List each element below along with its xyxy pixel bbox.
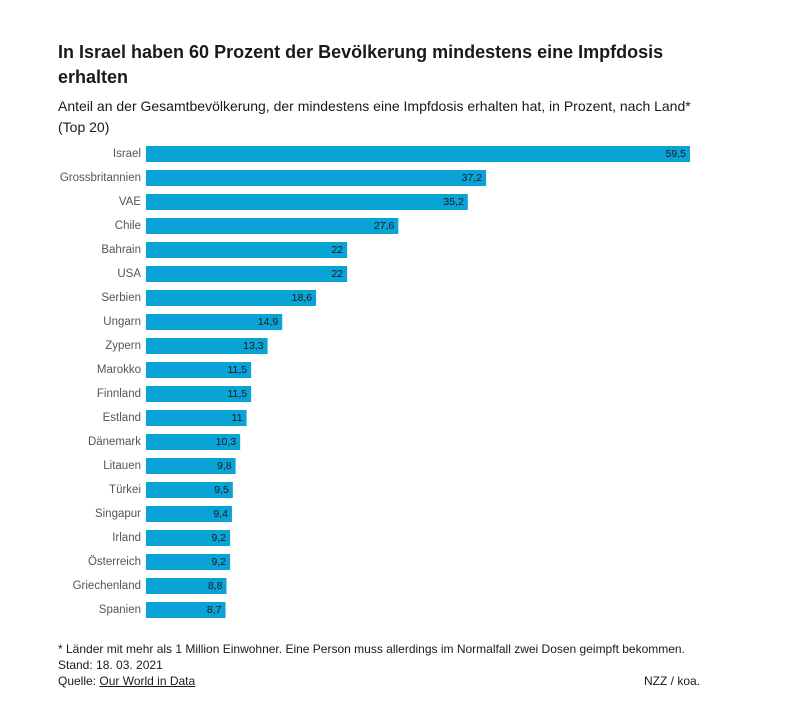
- category-label: Irland: [112, 532, 141, 544]
- bar[interactable]: [146, 386, 252, 402]
- value-label: 11,5: [227, 388, 247, 400]
- category-label: Litauen: [103, 460, 141, 472]
- value-label: 11,5: [227, 364, 247, 376]
- bar[interactable]: [146, 266, 348, 282]
- category-label: Chile: [115, 220, 141, 232]
- value-label: 9,4: [213, 508, 228, 520]
- bar[interactable]: [146, 314, 283, 330]
- value-label: 22: [331, 268, 343, 280]
- bar[interactable]: [146, 410, 247, 426]
- source-prefix: Quelle:: [58, 674, 97, 688]
- chart-title: In Israel haben 60 Prozent der Bevölkeru…: [58, 42, 664, 87]
- category-label: Serbien: [101, 292, 141, 304]
- bar[interactable]: [146, 434, 241, 450]
- credit-text: NZZ / koa.: [643, 674, 700, 688]
- bar[interactable]: [146, 602, 226, 618]
- bar[interactable]: [146, 554, 231, 570]
- category-label: Ungarn: [103, 316, 141, 328]
- bar[interactable]: [146, 506, 232, 522]
- category-label: Österreich: [88, 556, 141, 568]
- bar[interactable]: [146, 362, 252, 378]
- category-label: Spanien: [99, 604, 141, 616]
- category-label: Marokko: [97, 364, 141, 376]
- value-label: 8,7: [207, 604, 222, 616]
- category-label: Grossbritannien: [60, 172, 141, 184]
- category-label: Türkei: [109, 484, 141, 496]
- value-label: 22: [331, 244, 343, 256]
- bar[interactable]: [146, 290, 317, 306]
- category-label: Griechenland: [73, 580, 141, 592]
- value-label: 13,3: [243, 340, 264, 352]
- category-label: Dänemark: [88, 436, 141, 448]
- source-row: Quelle: Our World in Data NZZ / koa.: [58, 673, 700, 689]
- value-label: 35,2: [443, 196, 464, 208]
- category-label: Estland: [103, 412, 141, 424]
- category-label: Bahrain: [101, 244, 141, 256]
- bar[interactable]: [146, 170, 487, 186]
- bar[interactable]: [146, 146, 690, 162]
- bar[interactable]: [146, 458, 236, 474]
- bar[interactable]: [146, 338, 268, 354]
- value-label: 9,5: [214, 484, 229, 496]
- value-label: 11: [232, 412, 243, 424]
- value-label: 27,6: [374, 220, 395, 232]
- chart-subtitle: Anteil an der Gesamtbevölkerung, der min…: [58, 98, 691, 135]
- value-label: 9,8: [217, 460, 232, 472]
- bar[interactable]: [146, 194, 468, 210]
- category-label: Singapur: [95, 508, 141, 520]
- bar[interactable]: [146, 578, 227, 594]
- footnote-block: * Länder mit mehr als 1 Million Einwohne…: [58, 641, 718, 673]
- category-label: VAE: [119, 196, 141, 208]
- bar[interactable]: [146, 218, 399, 234]
- stand-date: Stand: 18. 03. 2021: [58, 658, 163, 672]
- value-label: 14,9: [258, 316, 279, 328]
- bar[interactable]: [146, 530, 231, 546]
- bar[interactable]: [146, 242, 348, 258]
- value-label: 59,5: [666, 148, 687, 160]
- value-label: 8,8: [208, 580, 223, 592]
- value-label: 9,2: [212, 532, 227, 544]
- bar[interactable]: [146, 482, 233, 498]
- value-label: 18,6: [292, 292, 313, 304]
- category-label: Israel: [113, 148, 141, 160]
- bar-chart: Israel 59,5 Grossbritannien 37,2 VAE 35,2 Chil…: [60, 146, 690, 618]
- value-label: 10,3: [216, 436, 237, 448]
- value-label: 9,2: [212, 556, 227, 568]
- category-label: Finnland: [97, 388, 141, 400]
- source-link[interactable]: Our World in Data: [99, 674, 196, 688]
- footnote-text: * Länder mit mehr als 1 Million Einwohne…: [58, 642, 685, 656]
- category-label: USA: [117, 268, 141, 280]
- value-label: 37,2: [462, 172, 483, 184]
- category-label: Zypern: [105, 340, 141, 352]
